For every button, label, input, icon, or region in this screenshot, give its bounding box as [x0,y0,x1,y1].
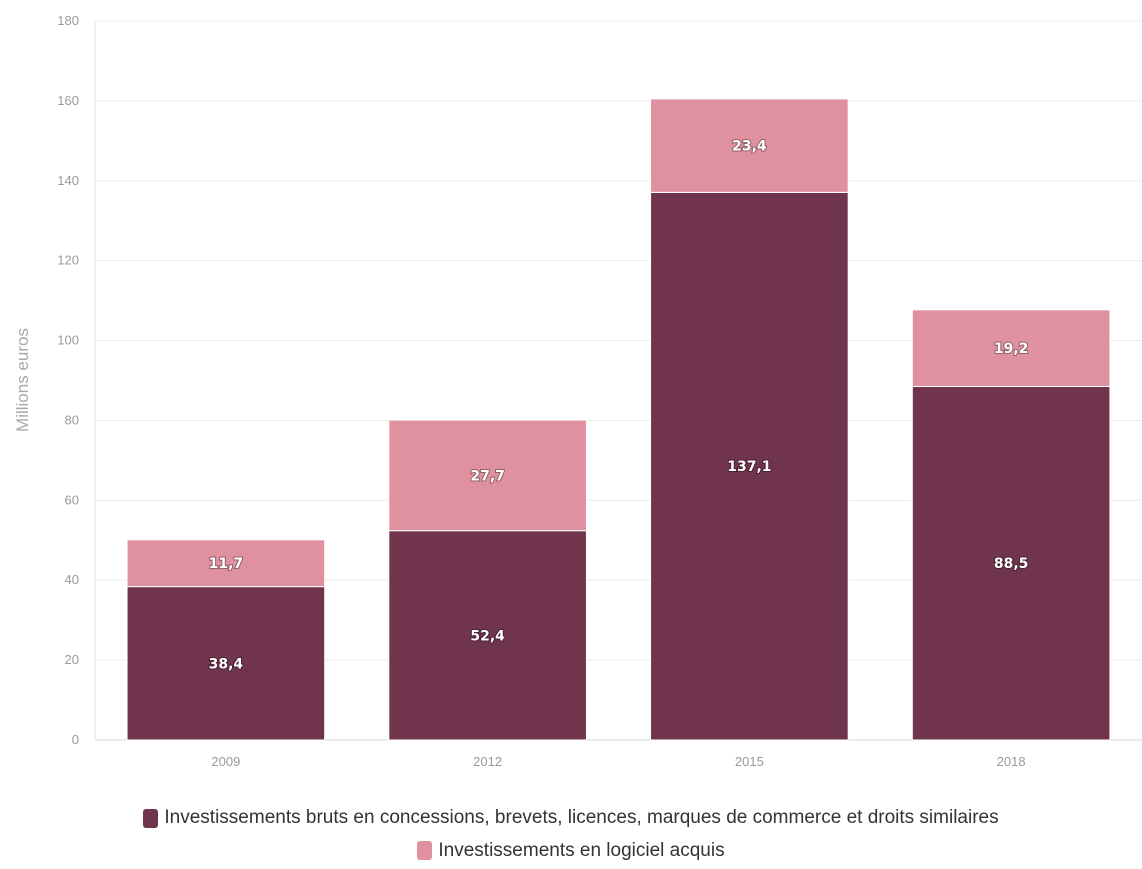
legend-swatch-logiciel [417,841,432,860]
y-tick-label: 160 [57,93,79,108]
y-tick-label: 60 [65,492,79,507]
data-label-2009-series-0: 38,4 [209,656,244,672]
y-tick-label: 100 [57,333,79,348]
y-axis-title: Millions euros [13,328,32,432]
legend-item-concessions[interactable]: Investissements bruts en concessions, br… [143,804,998,832]
data-label-2018-series-0: 88,5 [994,556,1029,572]
data-label-2015-series-0: 137,1 [727,459,771,475]
x-tick-label: 2012 [473,754,502,769]
data-label-2012-series-0: 52,4 [470,628,505,644]
y-tick-label: 0 [72,732,79,747]
data-label-2018-series-1: 19,2 [994,341,1029,357]
x-tick-label: 2018 [997,754,1026,769]
data-labels: 38,4 11,7 52,4 27,7 137,1 23,4 88,5 19,2 [209,139,1029,673]
y-tick-label: 20 [65,652,79,667]
y-axis-ticks: 0 20 40 60 80 100 120 140 160 180 [57,13,79,747]
legend: Investissements bruts en concessions, br… [0,804,1142,869]
x-tick-label: 2015 [735,754,764,769]
data-label-2012-series-1: 27,7 [470,468,505,484]
x-axis-ticks: 2009 2012 2015 2018 [211,754,1025,769]
legend-label-concessions: Investissements bruts en concessions, br… [164,804,998,832]
y-tick-label: 180 [57,13,79,28]
legend-row-1: Investissements en logiciel acquis [0,837,1142,869]
x-tick-label: 2009 [211,754,240,769]
bars [127,99,1110,740]
data-label-2015-series-1: 23,4 [732,139,767,155]
y-tick-label: 80 [65,412,79,427]
y-tick-label: 120 [57,253,79,268]
y-tick-label: 140 [57,173,79,188]
legend-label-logiciel: Investissements en logiciel acquis [438,837,724,865]
legend-item-logiciel[interactable]: Investissements en logiciel acquis [417,837,724,865]
y-tick-label: 40 [65,572,79,587]
data-label-2009-series-1: 11,7 [209,556,244,572]
legend-row-0: Investissements bruts en concessions, br… [0,804,1142,837]
legend-swatch-concessions [143,809,158,828]
